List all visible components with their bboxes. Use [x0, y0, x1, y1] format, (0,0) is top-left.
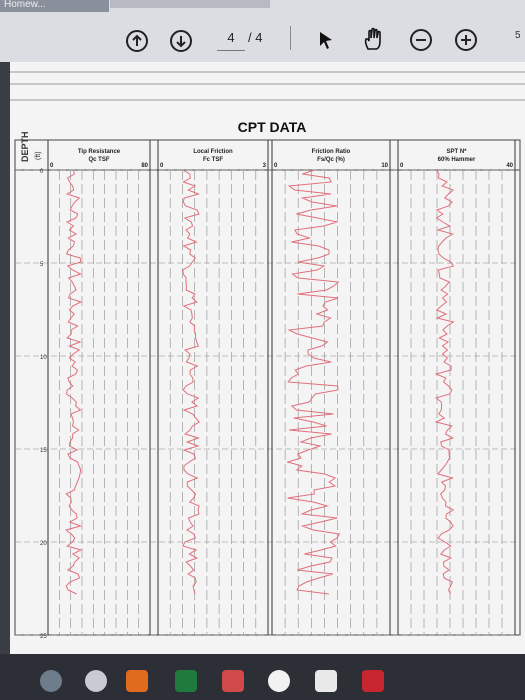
chart-title: CPT DATA [238, 119, 307, 135]
spreadsheet-app-icon[interactable] [175, 670, 197, 692]
browser-tab[interactable]: Homew... [0, 0, 109, 12]
taskbar-app-icon[interactable] [268, 670, 290, 692]
depth-tick-label: 0 [40, 169, 44, 175]
column-max-tick: 10 [381, 163, 388, 169]
column-max-tick: 80 [141, 163, 148, 169]
access-app-icon[interactable] [222, 670, 244, 692]
column-min-tick: 0 [274, 163, 278, 169]
select-cursor-icon[interactable] [318, 30, 334, 50]
cpt-trace-line [434, 169, 455, 595]
zoom-in-button[interactable] [455, 29, 477, 51]
cpt-trace-line [182, 169, 201, 595]
arrow-down-icon [176, 36, 186, 48]
column-min-tick: 0 [50, 163, 54, 169]
column-max-tick: 40 [506, 163, 513, 169]
column-name: SPT N* [446, 149, 467, 155]
cpt-trace-line [64, 169, 83, 595]
taskbar-app-icon[interactable] [40, 670, 62, 692]
depth-axis-label: DEPTH [20, 131, 30, 162]
tab-label: Homew... [4, 0, 46, 10]
pdf-toolbar: Homew... 4 / 4 5 [0, 0, 525, 62]
depth-tick-label: 10 [40, 355, 47, 361]
column-min-tick: 0 [400, 163, 404, 169]
chart-grid [15, 140, 520, 636]
taskbar-app-icon[interactable] [85, 670, 107, 692]
pdf-reader-app-icon[interactable] [362, 670, 384, 692]
depth-tick-label: 25 [40, 634, 47, 640]
column-name: Local Friction [193, 149, 233, 155]
plus-icon [461, 35, 471, 45]
hand-tool-icon[interactable] [362, 27, 386, 51]
toolbar-edge-label: 5 [515, 30, 521, 41]
arrow-up-icon [132, 34, 142, 46]
column-unit: Fs/Qc (%) [317, 157, 345, 163]
taskbar [0, 654, 525, 700]
zoom-out-button[interactable] [410, 29, 432, 51]
toolbar-divider [290, 26, 291, 50]
column-max-tick: 3 [263, 163, 267, 169]
column-unit: Fc TSF [203, 157, 223, 163]
cpt-data-chart: CPT DATA DEPTH (ft) Tip Resistance Qc TSF… [10, 71, 525, 640]
depth-tick-label: 5 [40, 262, 44, 268]
column-headers: Tip Resistance Qc TSF 0 80 Local Friction Fc … [50, 149, 514, 169]
next-page-button[interactable] [170, 30, 192, 52]
column-name: Tip Resistance [78, 149, 121, 155]
minus-icon [416, 39, 426, 41]
column-name: Friction Ratio [312, 149, 351, 155]
page-total: / 4 [248, 30, 263, 45]
column-unit: Qc TSF [88, 157, 109, 163]
document-tab[interactable] [110, 0, 270, 8]
depth-tick-label: 20 [40, 541, 47, 547]
column-unit: 60% Hammer [438, 157, 476, 163]
taskbar-app-icon[interactable] [126, 670, 148, 692]
column-min-tick: 0 [160, 163, 164, 169]
page-number-input[interactable]: 4 [217, 30, 245, 51]
cpt-trace-line [285, 169, 341, 595]
depth-axis-unit: (ft) [35, 151, 42, 160]
depth-tick-label: 15 [40, 448, 47, 454]
previous-page-button[interactable] [126, 30, 148, 52]
cpt-traces [64, 169, 455, 595]
photos-app-icon[interactable] [315, 670, 337, 692]
depth-ticks: 0 5 10 15 20 25 [40, 169, 47, 640]
pdf-page: CPT DATA DEPTH (ft) Tip Resistance Qc TSF… [10, 62, 525, 654]
